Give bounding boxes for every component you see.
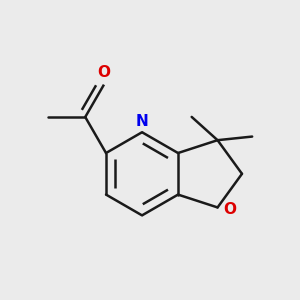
Text: O: O bbox=[223, 202, 236, 217]
Text: O: O bbox=[98, 65, 110, 80]
Text: N: N bbox=[136, 113, 148, 128]
